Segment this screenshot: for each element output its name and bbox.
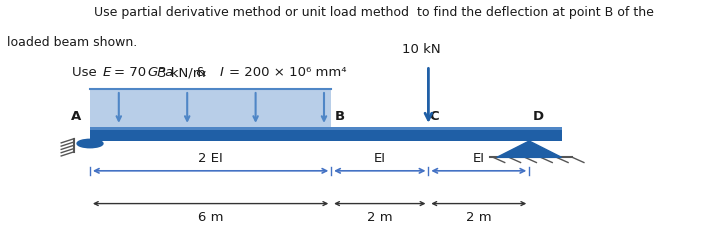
Text: C: C (430, 110, 439, 123)
Text: D: D (533, 110, 544, 123)
Text: Use partial derivative method or unit load method  to find the deflection at poi: Use partial derivative method or unit lo… (94, 6, 654, 19)
Bar (90, 127, 562, 130)
Text: = 200 × 10⁶ mm⁴: = 200 × 10⁶ mm⁴ (229, 66, 346, 79)
Text: E: E (103, 66, 112, 79)
Text: 6 m: 6 m (198, 211, 223, 224)
Text: EI: EI (473, 152, 485, 165)
Text: 2 EI: 2 EI (198, 152, 223, 165)
Text: Use: Use (72, 66, 101, 79)
Text: = 70: = 70 (114, 66, 150, 79)
Text: I: I (220, 66, 223, 79)
Text: loaded beam shown.: loaded beam shown. (7, 36, 138, 49)
Text: 2 m: 2 m (367, 211, 392, 224)
Text: &: & (179, 66, 223, 79)
Text: A: A (71, 110, 81, 123)
Polygon shape (497, 141, 562, 157)
Bar (90, 89, 331, 128)
Text: B: B (335, 110, 345, 123)
Text: EI: EI (374, 152, 386, 165)
Circle shape (77, 139, 103, 148)
Text: 2 m: 2 m (466, 211, 492, 224)
Text: 3 kN/m: 3 kN/m (158, 66, 206, 80)
Text: 10 kN: 10 kN (402, 43, 441, 56)
Bar (90, 128, 562, 141)
Text: GPa: GPa (148, 66, 174, 79)
